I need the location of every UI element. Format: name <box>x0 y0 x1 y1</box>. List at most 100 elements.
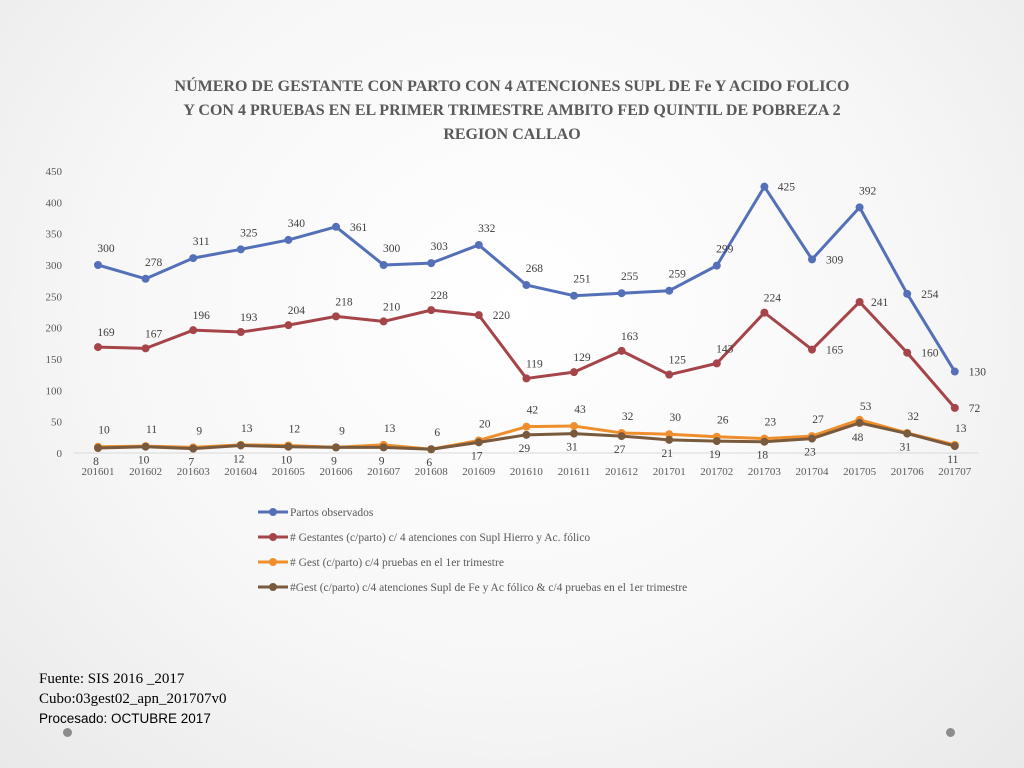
y-tick-label: 50 <box>51 417 63 429</box>
series-3-point <box>570 429 578 438</box>
data-label: 160 <box>921 348 939 360</box>
legend-entry: # Gestantes (c/parto) c/ 4 atenciones co… <box>290 532 590 544</box>
y-tick-label: 250 <box>46 291 63 303</box>
series-0-point <box>379 261 388 269</box>
data-label: 218 <box>335 296 353 308</box>
data-label: 6 <box>426 457 432 469</box>
x-tick-label: 201601 <box>82 466 115 478</box>
legend-entry: Partos observados <box>290 507 374 519</box>
y-tick-label: 0 <box>57 448 63 460</box>
cube-line: Cubo:03gest02_apn_201707v0 <box>39 691 227 707</box>
data-label: 27 <box>812 414 824 426</box>
source-line: Fuente: SIS 2016 _2017 <box>39 671 185 687</box>
series-1-point <box>855 297 864 306</box>
series-0-point <box>189 254 198 263</box>
series-3-point <box>950 442 959 451</box>
data-label: 299 <box>716 244 734 256</box>
x-tick-label: 201608 <box>415 466 449 478</box>
series-1-point <box>332 312 340 321</box>
data-label: 278 <box>145 257 163 269</box>
data-label: 119 <box>526 358 543 370</box>
chart-title-line: NÚMERO DE GESTANTE CON PARTO CON 4 ATENC… <box>175 76 850 95</box>
data-label: 169 <box>97 327 115 339</box>
data-label: 9 <box>379 455 385 467</box>
series-1-point <box>903 348 912 357</box>
series-1-point <box>950 403 959 412</box>
data-label: 332 <box>478 223 496 235</box>
data-label: 361 <box>350 222 368 234</box>
data-label: 268 <box>526 263 544 275</box>
data-label: 8 <box>93 456 99 468</box>
data-label: 196 <box>193 310 211 322</box>
x-tick-label: 201703 <box>748 466 782 478</box>
series-3-point <box>427 445 436 454</box>
series-0-point <box>141 274 150 283</box>
data-label: 9 <box>196 425 202 437</box>
data-label: 9 <box>331 455 337 467</box>
x-tick-label: 201704 <box>796 466 830 478</box>
data-label: 43 <box>574 404 586 416</box>
series-1-point <box>617 346 626 355</box>
data-label: 10 <box>138 455 150 467</box>
data-label: 309 <box>826 254 844 266</box>
data-label: 193 <box>240 312 258 324</box>
data-label: 11 <box>947 454 958 466</box>
series-1-point <box>427 306 436 315</box>
data-label: 224 <box>764 293 782 305</box>
series-3-point <box>522 430 531 439</box>
data-label: 13 <box>384 423 396 435</box>
data-label: 12 <box>289 423 301 435</box>
data-label: 130 <box>969 367 987 379</box>
data-label: 303 <box>431 241 449 253</box>
data-label: 29 <box>519 443 531 455</box>
series-1-point <box>808 345 816 354</box>
series-1-point <box>141 344 150 353</box>
data-label: 228 <box>431 290 449 302</box>
series-0-point <box>522 281 531 290</box>
series-2-point <box>522 422 531 431</box>
chart-title-line: Y CON 4 PRUEBAS EN EL PRIMER TRIMESTRE A… <box>183 102 840 119</box>
data-label: 425 <box>778 182 796 194</box>
x-tick-label: 201701 <box>653 466 686 478</box>
series-0-point <box>284 235 293 244</box>
data-label: 19 <box>709 449 721 461</box>
series-0-point <box>855 203 864 212</box>
data-label: 31 <box>899 442 911 454</box>
series-2-point <box>570 422 578 431</box>
data-label: 13 <box>955 423 967 435</box>
series-0-point <box>760 182 769 191</box>
series-1-point <box>379 317 388 326</box>
series-0-point <box>665 286 674 295</box>
series-1-point <box>474 311 483 320</box>
series-0-point <box>950 367 959 376</box>
data-label: 311 <box>193 236 210 248</box>
series-3-point <box>665 435 674 444</box>
x-tick-label: 201605 <box>272 466 306 478</box>
data-label: 13 <box>241 423 253 435</box>
series-1-point <box>94 343 102 352</box>
x-tick-label: 201611 <box>558 466 591 478</box>
legend-swatch-marker <box>269 558 277 566</box>
series-1-point <box>665 370 674 379</box>
y-tick-label: 100 <box>46 385 63 397</box>
series-0-point <box>474 240 483 249</box>
data-label: 392 <box>859 185 877 197</box>
data-label: 31 <box>566 442 578 454</box>
series-lines <box>94 182 959 454</box>
y-tick-label: 350 <box>46 229 63 241</box>
x-axis: 201601 201602 201603 201604 201605 201606 2016… <box>82 466 972 478</box>
data-label: 42 <box>527 405 539 417</box>
series-1-point <box>522 374 531 383</box>
series-3-point <box>474 438 483 447</box>
series-0-point <box>617 289 626 298</box>
chart-title: NÚMERO DE GESTANTE CON PARTO CON 4 ATENC… <box>175 76 850 143</box>
series-3-point <box>94 443 102 452</box>
data-label: 10 <box>98 425 110 437</box>
chart-legend: Partos observados # Gestantes (c/parto) c… <box>258 507 687 594</box>
series-3-point <box>141 442 150 451</box>
legend-swatch-marker <box>269 583 277 591</box>
series-0-point <box>712 261 721 270</box>
data-label: 251 <box>573 274 591 286</box>
